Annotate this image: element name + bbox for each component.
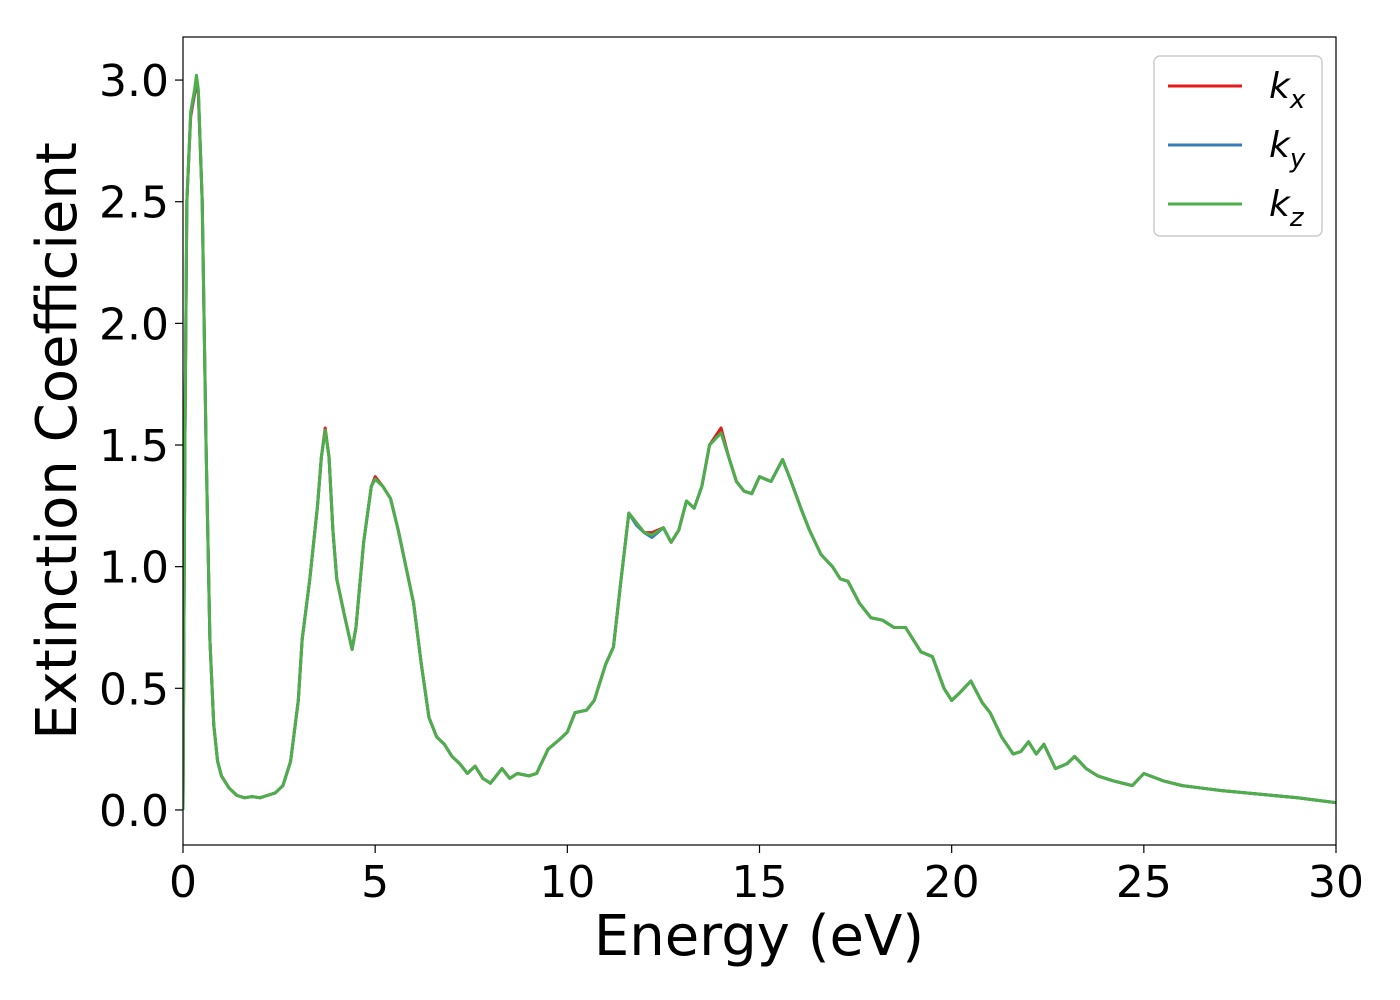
x-tick-label: 15 bbox=[732, 857, 788, 908]
legend-label: kx bbox=[1269, 66, 1306, 115]
y-tick-label: 1.5 bbox=[99, 421, 169, 472]
y-tick-label: 1.0 bbox=[99, 543, 169, 594]
x-tick-label: 5 bbox=[361, 857, 389, 908]
legend-label: ky bbox=[1269, 125, 1306, 174]
y-tick-label: 0.5 bbox=[99, 664, 169, 715]
x-tick-label: 20 bbox=[924, 857, 980, 908]
x-tick-label: 0 bbox=[169, 857, 197, 908]
y-tick-label: 2.5 bbox=[99, 178, 169, 229]
y-tick-label: 0.0 bbox=[99, 786, 169, 837]
y-tick-label: 2.0 bbox=[99, 299, 169, 350]
x-tick-label: 10 bbox=[539, 857, 595, 908]
legend-label: kz bbox=[1269, 184, 1305, 233]
x-tick-label: 30 bbox=[1308, 857, 1364, 908]
plot-area bbox=[183, 73, 1336, 810]
data-line bbox=[183, 73, 1336, 810]
x-axis-label: Energy (eV) bbox=[594, 904, 924, 969]
y-tick-label: 3.0 bbox=[99, 56, 169, 107]
y-axis-label: Extinction Coefficient bbox=[25, 142, 90, 740]
x-tick-label: 25 bbox=[1116, 857, 1172, 908]
